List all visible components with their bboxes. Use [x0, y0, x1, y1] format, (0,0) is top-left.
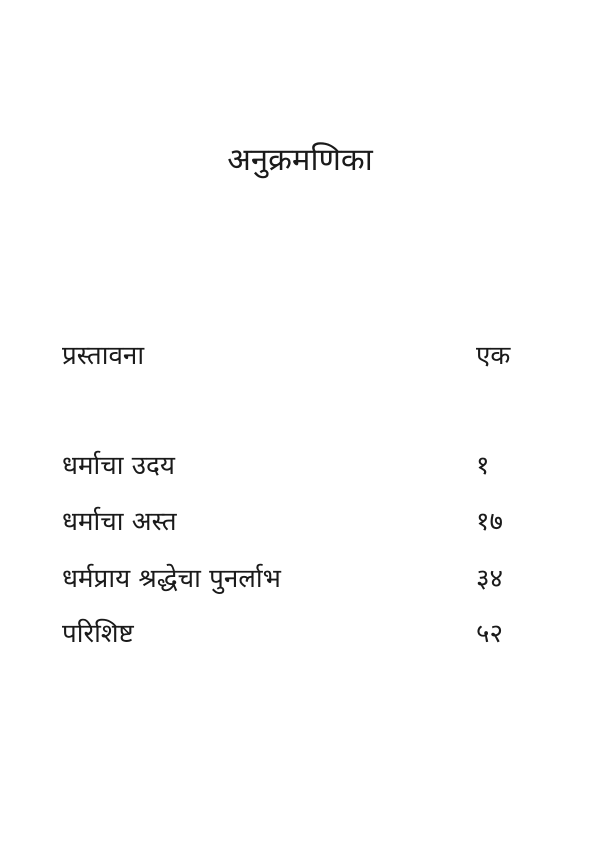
toc-entry: धर्माचा अस्त १७ [62, 502, 532, 542]
toc-entry-label: प्रस्तावना [62, 341, 145, 371]
toc-entry-label: धर्माचा उदय [62, 451, 175, 481]
toc-entry-label: धर्माचा अस्त [62, 507, 177, 537]
toc-entry-label: परिशिष्ट [62, 619, 134, 649]
page-title: अनुक्रमणिका [227, 142, 373, 178]
toc-entry: परिशिष्ट ५२ [62, 614, 532, 654]
toc-entry: धर्माचा उदय १ [62, 446, 532, 486]
toc-entry: धर्मप्राय श्रद्धेचा पुनर्लाभ ३४ [62, 559, 532, 599]
toc-entry-page: १७ [476, 507, 504, 537]
toc-entry-page: १ [476, 451, 490, 481]
toc-entry-page: एक [476, 341, 511, 371]
toc-entry-label: धर्मप्राय श्रद्धेचा पुनर्लाभ [62, 564, 281, 594]
toc-entry: प्रस्तावना एक [62, 336, 532, 376]
toc-entry-page: ५२ [476, 619, 504, 649]
toc-entry-page: ३४ [476, 564, 504, 594]
